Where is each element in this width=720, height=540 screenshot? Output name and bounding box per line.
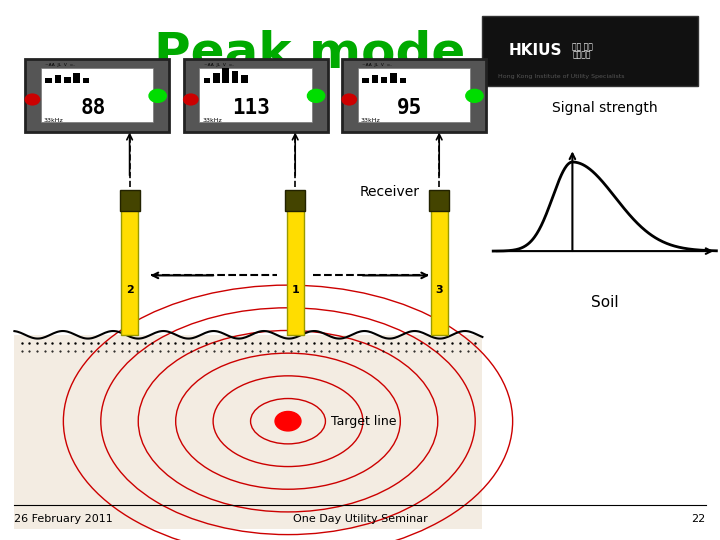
FancyBboxPatch shape: [204, 78, 210, 83]
Circle shape: [466, 89, 483, 103]
FancyBboxPatch shape: [390, 73, 397, 83]
Text: 3: 3: [436, 285, 443, 295]
Text: ~AA  JL  V  =-: ~AA JL V =-: [362, 63, 392, 66]
FancyBboxPatch shape: [232, 71, 238, 83]
Text: Receiver: Receiver: [360, 185, 420, 199]
FancyBboxPatch shape: [73, 73, 80, 83]
FancyBboxPatch shape: [400, 78, 406, 83]
FancyBboxPatch shape: [25, 59, 169, 132]
Text: 26 February 2011: 26 February 2011: [14, 515, 113, 524]
FancyBboxPatch shape: [199, 68, 312, 122]
FancyBboxPatch shape: [213, 73, 220, 83]
FancyBboxPatch shape: [83, 78, 89, 83]
FancyBboxPatch shape: [55, 75, 61, 83]
FancyBboxPatch shape: [14, 335, 482, 529]
Text: Peak mode: Peak mode: [154, 30, 465, 78]
Circle shape: [307, 89, 325, 103]
Text: Target line: Target line: [331, 415, 397, 428]
Text: ~AA  JL  V  =-: ~AA JL V =-: [204, 63, 233, 66]
FancyBboxPatch shape: [222, 68, 229, 83]
Text: HKIUS: HKIUS: [509, 43, 562, 58]
Text: One Day Utility Seminar: One Day Utility Seminar: [292, 515, 428, 524]
Text: 33kHz: 33kHz: [44, 118, 63, 123]
Text: 1: 1: [292, 285, 299, 295]
Circle shape: [149, 89, 166, 103]
FancyBboxPatch shape: [120, 190, 140, 211]
Text: Soil: Soil: [591, 295, 618, 310]
Text: 專業學會: 專業學會: [572, 51, 591, 59]
FancyBboxPatch shape: [287, 208, 304, 335]
Circle shape: [25, 94, 40, 105]
Text: 95: 95: [397, 98, 423, 118]
FancyBboxPatch shape: [285, 190, 305, 211]
Circle shape: [342, 94, 356, 105]
Circle shape: [184, 94, 198, 105]
FancyBboxPatch shape: [41, 68, 153, 122]
Text: 33kHz: 33kHz: [202, 118, 222, 123]
FancyBboxPatch shape: [45, 78, 52, 83]
FancyBboxPatch shape: [372, 75, 378, 83]
Text: 22: 22: [691, 515, 706, 524]
FancyBboxPatch shape: [358, 68, 470, 122]
Text: Hong Kong Institute of Utility Specialists: Hong Kong Institute of Utility Specialis…: [498, 74, 625, 79]
FancyBboxPatch shape: [381, 77, 387, 83]
FancyBboxPatch shape: [241, 75, 248, 83]
FancyBboxPatch shape: [429, 190, 449, 211]
Text: Signal strength: Signal strength: [552, 101, 657, 115]
FancyBboxPatch shape: [482, 16, 698, 86]
Text: 113: 113: [233, 98, 270, 118]
Circle shape: [275, 411, 301, 431]
FancyBboxPatch shape: [64, 77, 71, 83]
FancyBboxPatch shape: [342, 59, 486, 132]
FancyBboxPatch shape: [362, 78, 369, 83]
Text: 香港 管綫: 香港 管綫: [572, 43, 593, 51]
FancyBboxPatch shape: [431, 208, 448, 335]
FancyBboxPatch shape: [184, 59, 328, 132]
Text: ~AA  JL  V  =-: ~AA JL V =-: [45, 63, 75, 66]
FancyBboxPatch shape: [121, 208, 138, 335]
Text: 33kHz: 33kHz: [361, 118, 380, 123]
Text: 2: 2: [126, 285, 133, 295]
Text: 88: 88: [80, 98, 106, 118]
